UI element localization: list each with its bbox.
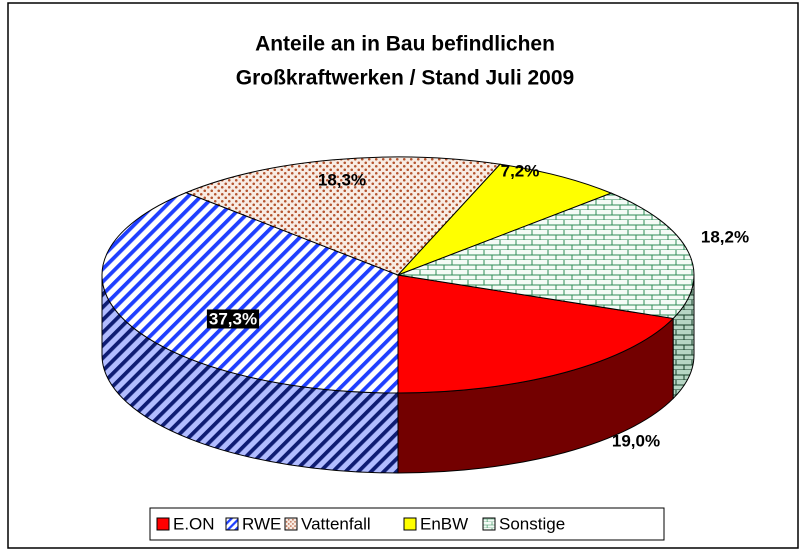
pie-slice [184,156,502,276]
pie-slice [397,163,613,276]
pie-slice [396,192,695,319]
legend-swatch [403,517,417,531]
legend-label: Sonstige [499,514,565,533]
legend-label: E.ON [173,514,215,533]
legend-swatch [225,517,239,531]
data-label: 7,2% [501,161,540,180]
pie-slice [101,192,399,394]
legend-label: Vattenfall [301,514,371,533]
data-label: 19,0% [612,431,660,450]
data-label: 18,3% [318,170,366,189]
data-label: 37,3% [209,309,257,328]
legend-swatch [482,517,496,531]
chart-title: Großkraftwerken / Stand Juli 2009 [236,67,574,90]
label-background [206,309,260,329]
pie-slice [397,274,675,394]
data-label: 18,2% [701,227,749,246]
legend-label: EnBW [420,514,468,533]
legend-swatch [156,517,170,531]
legend-label: RWE [242,514,281,533]
legend-swatch [284,517,298,531]
chart-title: Anteile an in Bau befindlichen [255,33,555,56]
